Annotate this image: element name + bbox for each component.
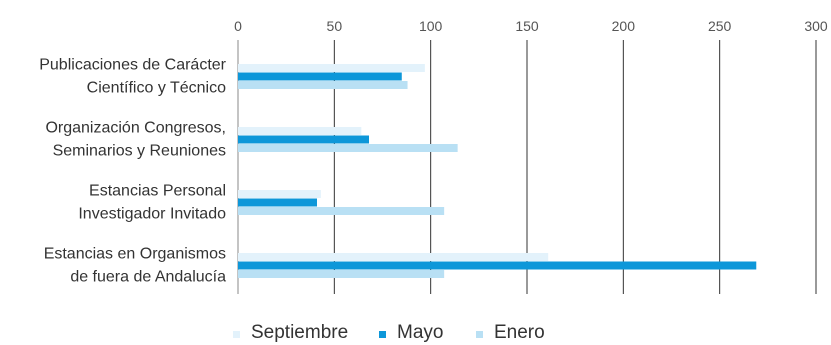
category-label: Estancias en Organismos bbox=[44, 246, 226, 263]
x-tick-label: 200 bbox=[612, 18, 636, 34]
bar-septiembre-0 bbox=[238, 64, 425, 72]
x-tick-label: 0 bbox=[234, 18, 242, 34]
category-label: Publicaciones de Carácter bbox=[39, 57, 226, 74]
legend: Septiembre Mayo Enero bbox=[233, 322, 545, 343]
legend-swatch-enero bbox=[476, 331, 483, 338]
bar-enero-2 bbox=[238, 207, 445, 215]
category-label: de fuera de Andalucía bbox=[70, 269, 226, 286]
bar-septiembre-2 bbox=[238, 190, 321, 198]
category-labels: Publicaciones de Carácter Científico y Té… bbox=[39, 57, 226, 286]
legend-swatch-mayo bbox=[379, 331, 386, 338]
legend-label-septiembre: Septiembre bbox=[251, 322, 348, 343]
category-label: Investigador Invitado bbox=[78, 206, 226, 223]
legend-label-enero: Enero bbox=[494, 322, 545, 343]
x-tick-label: 250 bbox=[708, 18, 732, 34]
bar-septiembre-3 bbox=[238, 253, 549, 261]
x-axis-ticks: 0 50 100 150 200 250 300 bbox=[234, 18, 828, 34]
bar-mayo-3 bbox=[238, 261, 757, 270]
x-tick-label: 50 bbox=[327, 18, 343, 34]
x-tick-label: 150 bbox=[515, 18, 539, 34]
legend-swatch-septiembre bbox=[233, 331, 240, 338]
bars bbox=[238, 64, 757, 278]
bar-enero-0 bbox=[238, 81, 408, 89]
bar-mayo-2 bbox=[238, 198, 317, 207]
category-label: Seminarios y Reuniones bbox=[53, 143, 226, 160]
category-label: Estancias Personal bbox=[89, 183, 226, 200]
bar-mayo-1 bbox=[238, 135, 370, 144]
legend-label-mayo: Mayo bbox=[397, 322, 443, 343]
x-tick-label: 100 bbox=[419, 18, 443, 34]
bar-enero-1 bbox=[238, 144, 458, 152]
bar-septiembre-1 bbox=[238, 127, 362, 135]
category-label: Científico y Técnico bbox=[87, 80, 226, 97]
bar-enero-3 bbox=[238, 270, 445, 278]
x-tick-label: 300 bbox=[804, 18, 828, 34]
category-label: Organización Congresos, bbox=[45, 120, 226, 137]
bar-mayo-0 bbox=[238, 72, 402, 81]
